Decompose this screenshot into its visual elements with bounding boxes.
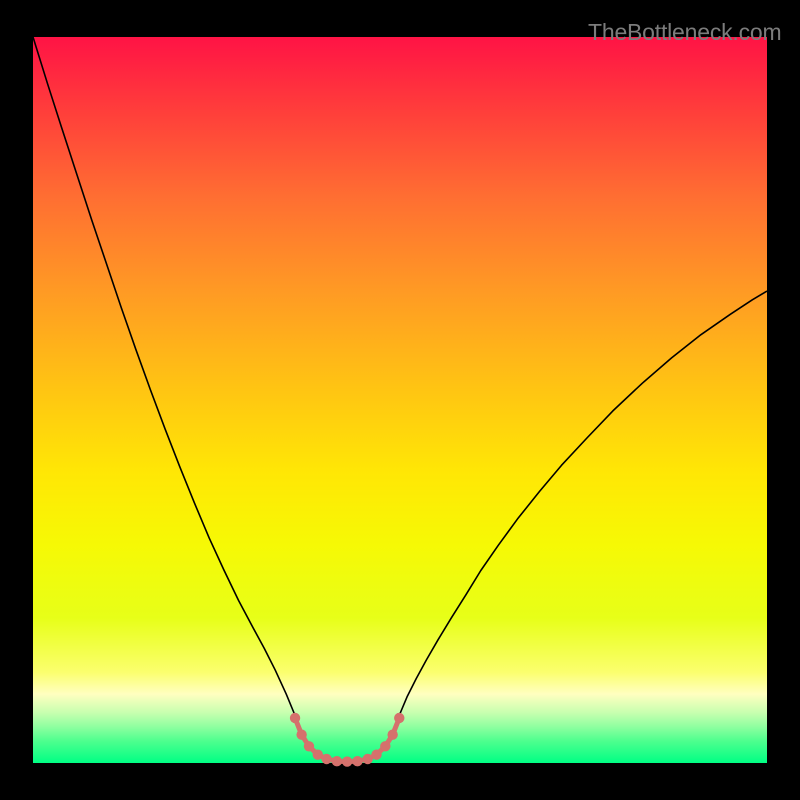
floor-marker xyxy=(352,756,362,766)
floor-marker xyxy=(380,741,390,751)
floor-marker xyxy=(394,713,404,723)
floor-marker xyxy=(296,729,306,739)
floor-marker xyxy=(290,713,300,723)
floor-overlay-group xyxy=(290,713,405,767)
floor-marker xyxy=(332,756,342,766)
floor-marker xyxy=(371,749,381,759)
floor-marker xyxy=(304,741,314,751)
bottleneck-curve xyxy=(33,37,767,762)
floor-marker xyxy=(363,754,373,764)
floor-marker xyxy=(321,754,331,764)
floor-marker xyxy=(387,729,397,739)
floor-marker xyxy=(342,756,352,766)
plot-overlay-svg xyxy=(33,37,767,763)
watermark-text: TheBottleneck.com xyxy=(588,19,781,46)
floor-overlay-line xyxy=(295,718,399,762)
plot-area xyxy=(33,37,767,763)
floor-marker xyxy=(313,749,323,759)
